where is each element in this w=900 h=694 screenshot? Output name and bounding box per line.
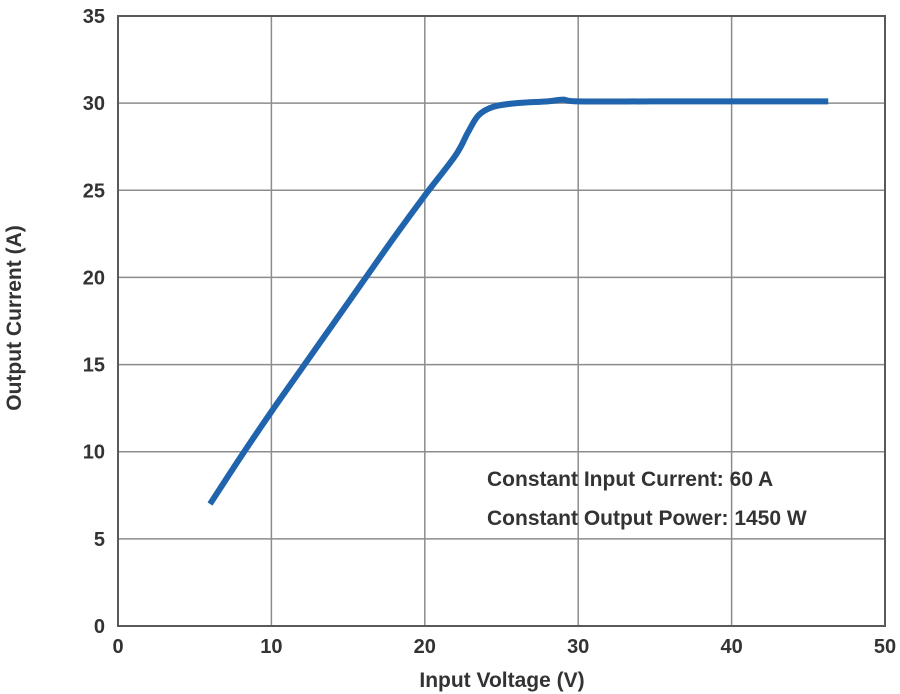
x-axis-title: Input Voltage (V) — [419, 669, 584, 692]
x-tick-label: 0 — [112, 636, 123, 658]
y-axis-title: Output Current (A) — [3, 225, 26, 410]
x-tick-label: 30 — [567, 636, 589, 658]
annotation-input-current: Constant Input Current: 60 A — [487, 468, 773, 491]
y-tick-label: 10 — [83, 442, 105, 464]
y-tick-label: 5 — [94, 529, 105, 551]
y-tick-label: 30 — [83, 93, 105, 115]
plot-frame — [117, 15, 886, 627]
series-line — [207, 96, 829, 506]
x-tick-label: 20 — [414, 636, 436, 658]
series-group — [207, 96, 829, 506]
annotation-output-power: Constant Output Power: 1450 W — [487, 507, 807, 530]
x-tick-label: 50 — [874, 636, 896, 658]
y-tick-label: 0 — [94, 616, 105, 638]
y-tick-labels: 0 5 10 15 20 25 30 35 — [83, 6, 105, 638]
y-tick-label: 25 — [83, 180, 105, 202]
y-tick-label: 15 — [83, 355, 105, 377]
y-tick-label: 35 — [83, 6, 105, 28]
x-tick-label: 10 — [260, 636, 282, 658]
x-tick-label: 40 — [720, 636, 742, 658]
y-tick-label: 20 — [83, 267, 105, 289]
x-tick-labels: 0 10 20 30 40 50 — [112, 636, 896, 658]
